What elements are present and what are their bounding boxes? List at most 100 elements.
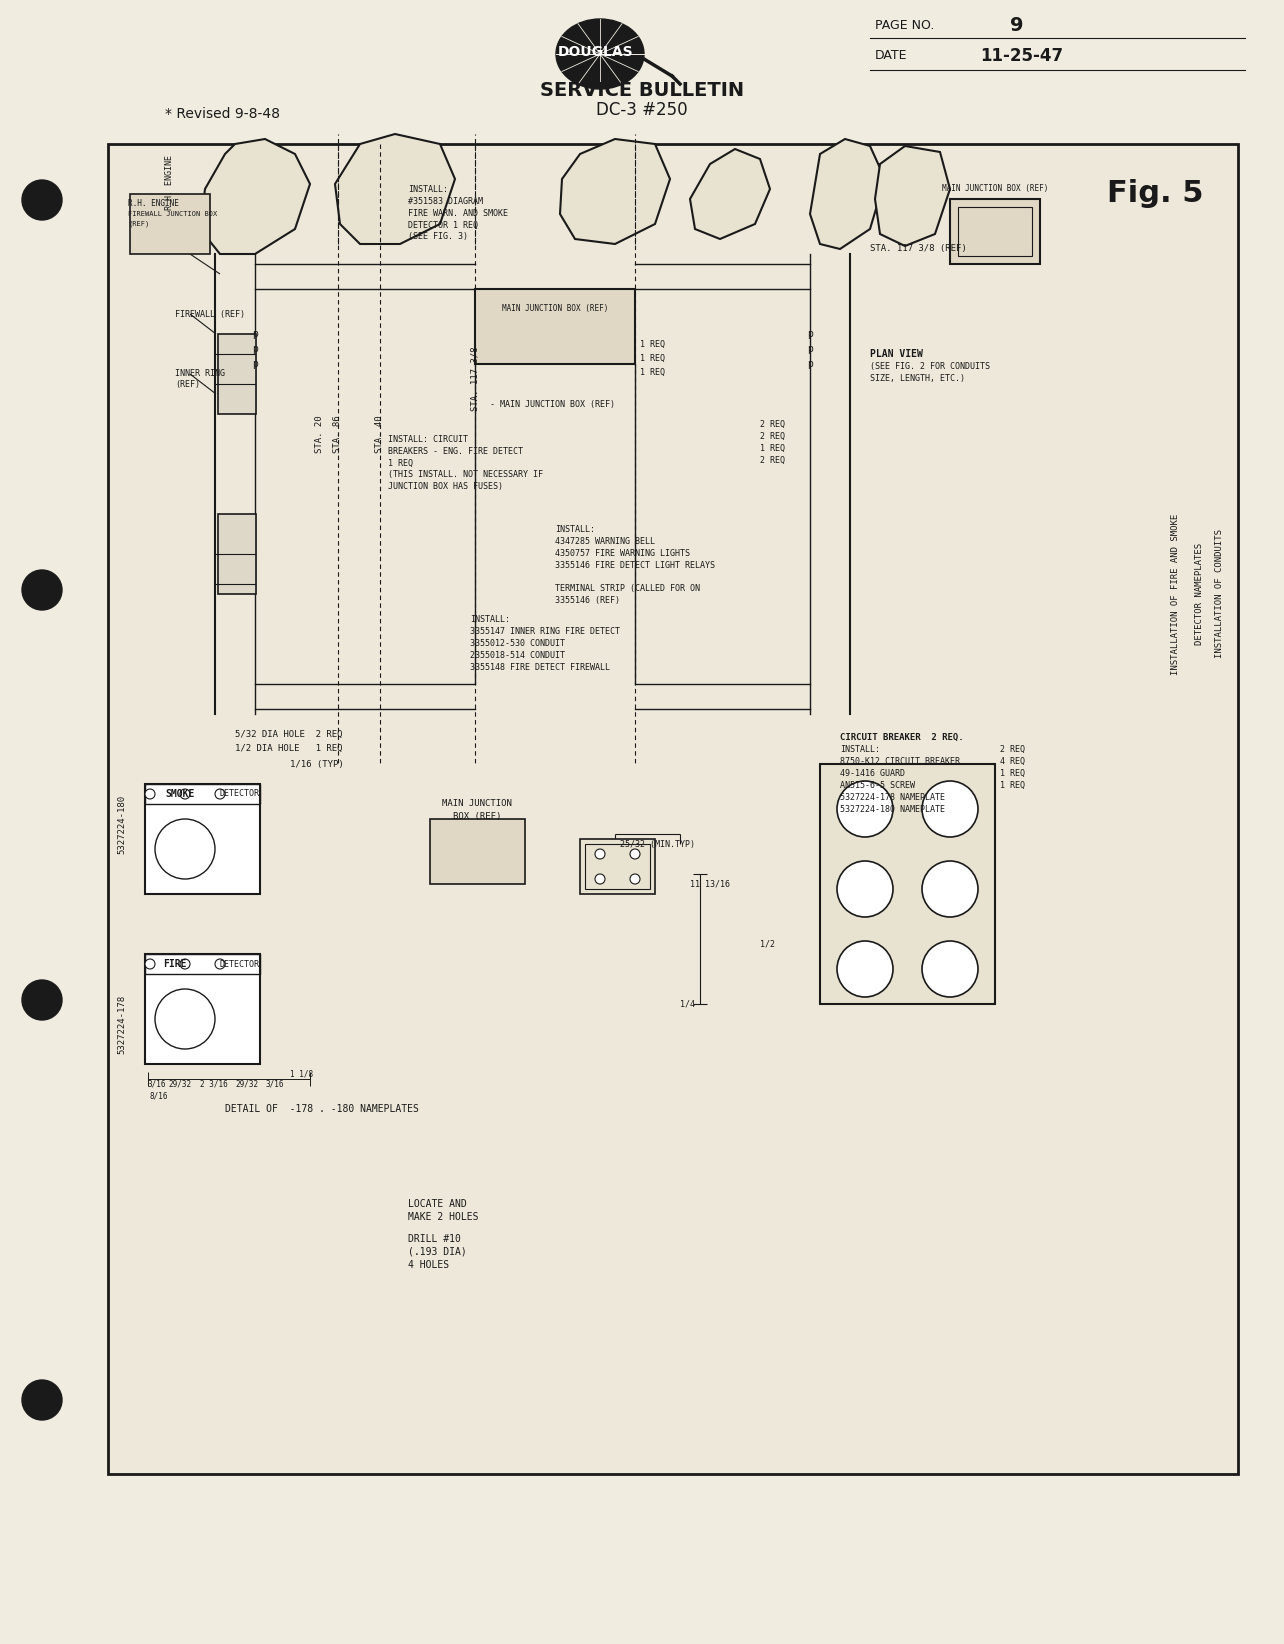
- Text: 1/2: 1/2: [760, 939, 776, 949]
- Circle shape: [594, 848, 605, 860]
- Text: 3/16: 3/16: [148, 1080, 167, 1088]
- Text: STA. 86: STA. 86: [334, 416, 343, 452]
- Circle shape: [214, 789, 225, 799]
- Bar: [958, 207, 1032, 256]
- Text: DOUGLAS: DOUGLAS: [559, 44, 634, 59]
- Circle shape: [922, 940, 978, 996]
- Text: 5327224-180 NAMEPLATE: 5327224-180 NAMEPLATE: [840, 804, 945, 814]
- Circle shape: [837, 861, 892, 917]
- Text: 5327224-178 NAMEPLATE: 5327224-178 NAMEPLATE: [840, 792, 945, 802]
- Text: 1/4: 1/4: [681, 1000, 695, 1008]
- Polygon shape: [810, 140, 885, 248]
- Text: 1/16 (TYP): 1/16 (TYP): [290, 760, 344, 768]
- Bar: [475, 289, 636, 363]
- Circle shape: [922, 781, 978, 837]
- Text: 1 REQ: 1 REQ: [639, 340, 665, 349]
- Text: 3355146 (REF): 3355146 (REF): [555, 597, 620, 605]
- Text: MAIN JUNCTION: MAIN JUNCTION: [442, 799, 512, 809]
- Bar: [820, 764, 995, 1004]
- Bar: [145, 784, 259, 894]
- Text: INSTALL: CIRCUIT: INSTALL: CIRCUIT: [388, 434, 467, 444]
- Text: 1 REQ: 1 REQ: [639, 368, 665, 376]
- Text: * Revised 9-8-48: * Revised 9-8-48: [166, 107, 280, 122]
- Text: 49-1416 GUARD: 49-1416 GUARD: [840, 768, 905, 778]
- Bar: [586, 843, 650, 889]
- Text: R.H. ENGINE: R.H. ENGINE: [166, 155, 175, 209]
- Polygon shape: [560, 140, 670, 243]
- Text: TERMINAL STRIP (CALLED FOR ON: TERMINAL STRIP (CALLED FOR ON: [555, 585, 700, 593]
- Text: STA. 40: STA. 40: [375, 416, 384, 452]
- Text: 9: 9: [1011, 16, 1023, 36]
- Text: DRILL #10: DRILL #10: [408, 1235, 461, 1245]
- Text: SERVICE BULLETIN: SERVICE BULLETIN: [541, 82, 743, 100]
- Bar: [950, 199, 1040, 265]
- Circle shape: [180, 789, 190, 799]
- Text: CIRCUIT BREAKER  2 REQ.: CIRCUIT BREAKER 2 REQ.: [840, 733, 963, 741]
- Text: DATE: DATE: [874, 49, 908, 62]
- Text: 11-25-47: 11-25-47: [980, 48, 1063, 66]
- Text: INSTALL:: INSTALL:: [840, 745, 880, 753]
- Text: INSTALLATION OF FIRE AND SMOKE: INSTALLATION OF FIRE AND SMOKE: [1171, 513, 1180, 674]
- Circle shape: [22, 179, 62, 220]
- Bar: [108, 145, 1238, 1475]
- Text: 29/32: 29/32: [168, 1080, 191, 1088]
- Text: 1 REQ: 1 REQ: [388, 459, 413, 467]
- Text: 1 REQ: 1 REQ: [760, 444, 785, 452]
- Bar: [218, 515, 256, 593]
- Text: MAKE 2 HOLES: MAKE 2 HOLES: [408, 1212, 479, 1221]
- Polygon shape: [874, 146, 950, 247]
- Text: MAIN JUNCTION BOX (REF): MAIN JUNCTION BOX (REF): [502, 304, 609, 314]
- Text: 3/16: 3/16: [265, 1080, 284, 1088]
- Text: 2 REQ: 2 REQ: [760, 455, 785, 465]
- Text: 2 REQ: 2 REQ: [760, 419, 785, 429]
- Text: 5/32 DIA HOLE  2 REQ: 5/32 DIA HOLE 2 REQ: [235, 730, 343, 738]
- Text: DETECTOR NAMEPLATES: DETECTOR NAMEPLATES: [1195, 543, 1204, 644]
- Text: 3355146 FIRE DETECT LIGHT RELAYS: 3355146 FIRE DETECT LIGHT RELAYS: [555, 561, 715, 569]
- Text: (REF): (REF): [128, 220, 149, 227]
- Text: p: p: [808, 358, 813, 368]
- Circle shape: [594, 875, 605, 884]
- Text: INNER RING: INNER RING: [175, 370, 225, 378]
- Text: -25/32 (MIN.TYP): -25/32 (MIN.TYP): [615, 840, 695, 848]
- Text: 1 REQ: 1 REQ: [639, 353, 665, 362]
- Text: STA. 20: STA. 20: [316, 416, 325, 452]
- Text: (.193 DIA): (.193 DIA): [408, 1248, 467, 1258]
- Circle shape: [145, 958, 155, 968]
- Text: JUNCTION BOX HAS FUSES): JUNCTION BOX HAS FUSES): [388, 482, 503, 492]
- Text: 11 13/16: 11 13/16: [690, 880, 731, 888]
- Text: 1 REQ: 1 REQ: [1000, 768, 1025, 778]
- Text: p: p: [808, 329, 813, 339]
- Text: p: p: [252, 344, 258, 353]
- Text: - MAIN JUNCTION BOX (REF): - MAIN JUNCTION BOX (REF): [490, 399, 615, 408]
- Bar: [218, 334, 256, 414]
- Text: BREAKERS - ENG. FIRE DETECT: BREAKERS - ENG. FIRE DETECT: [388, 447, 523, 455]
- Circle shape: [22, 570, 62, 610]
- Text: 4347285 WARNING BELL: 4347285 WARNING BELL: [555, 536, 655, 546]
- Text: INSTALLATION OF CONDUITS: INSTALLATION OF CONDUITS: [1216, 529, 1225, 659]
- Text: BOX (REF): BOX (REF): [453, 812, 501, 820]
- Bar: [145, 784, 259, 804]
- Polygon shape: [335, 135, 455, 243]
- Text: PAGE NO.: PAGE NO.: [874, 20, 935, 33]
- Bar: [430, 819, 525, 884]
- Text: (SEE FIG. 2 FOR CONDUITS: (SEE FIG. 2 FOR CONDUITS: [871, 362, 990, 370]
- Text: FIRE WARN. AND SMOKE: FIRE WARN. AND SMOKE: [408, 209, 508, 217]
- Text: 5327224-180: 5327224-180: [118, 794, 127, 853]
- Text: DETECTOR: DETECTOR: [220, 960, 259, 968]
- Text: MAIN JUNCTION BOX (REF): MAIN JUNCTION BOX (REF): [941, 184, 1048, 194]
- Text: 4 HOLES: 4 HOLES: [408, 1259, 449, 1271]
- Circle shape: [180, 958, 190, 968]
- Text: (THIS INSTALL. NOT NECESSARY IF: (THIS INSTALL. NOT NECESSARY IF: [388, 470, 543, 480]
- Polygon shape: [690, 150, 770, 238]
- Bar: [145, 954, 259, 973]
- Text: FIRE: FIRE: [163, 958, 186, 968]
- Ellipse shape: [556, 20, 645, 89]
- Text: DETECTOR: DETECTOR: [220, 789, 259, 799]
- Circle shape: [22, 980, 62, 1019]
- Text: DC-3 #250: DC-3 #250: [596, 100, 688, 118]
- Circle shape: [922, 861, 978, 917]
- Bar: [580, 838, 655, 894]
- Text: p: p: [252, 358, 258, 368]
- Circle shape: [145, 789, 155, 799]
- Text: 3355147 INNER RING FIRE DETECT: 3355147 INNER RING FIRE DETECT: [470, 626, 620, 636]
